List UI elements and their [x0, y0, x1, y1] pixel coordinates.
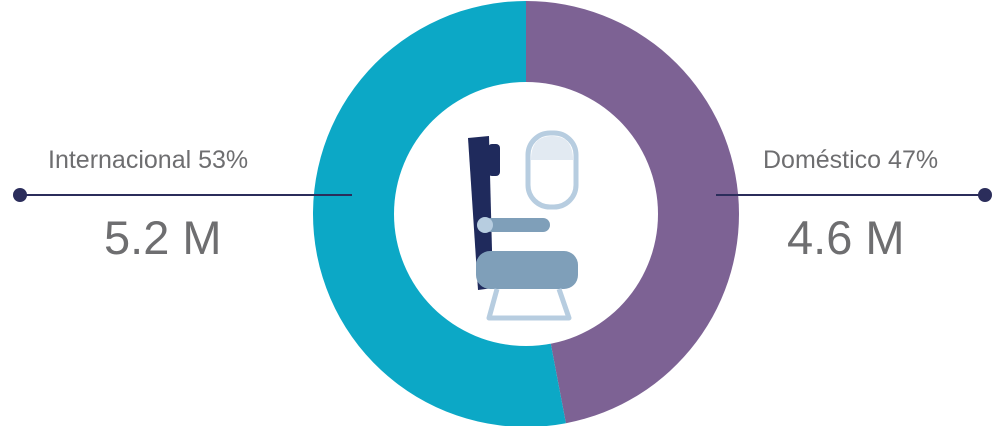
donut-hole: [394, 82, 658, 346]
leader-internacional: [13, 188, 352, 202]
internacional-value-label: 5.2 M: [104, 211, 222, 264]
internacional-percent-label: Internacional 53%: [48, 146, 249, 174]
domestico-percent-label: Doméstico 47%: [763, 146, 939, 174]
airplane-seat-icon: [468, 130, 579, 321]
leader-domestico: [716, 188, 992, 202]
domestico-value-label: 4.6 M: [787, 211, 905, 264]
